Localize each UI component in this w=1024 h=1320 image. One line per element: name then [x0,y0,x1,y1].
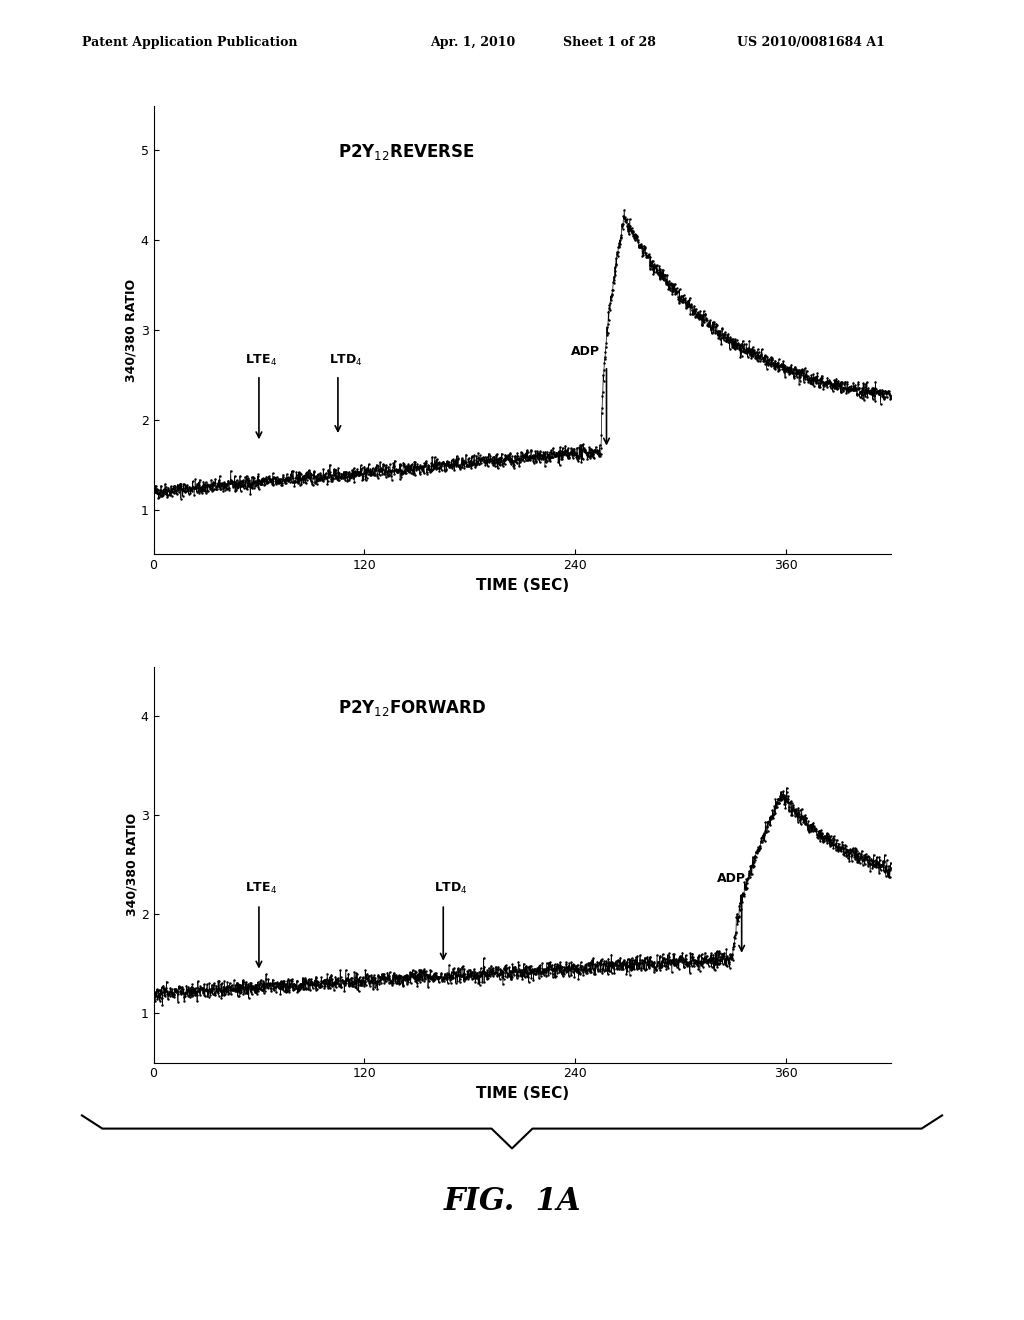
Text: Apr. 1, 2010: Apr. 1, 2010 [430,36,515,49]
Text: Sheet 1 of 28: Sheet 1 of 28 [563,36,656,49]
X-axis label: TIME (SEC): TIME (SEC) [476,578,568,593]
Text: FIG.  1A: FIG. 1A [443,1185,581,1217]
Text: P2Y$_{12}$REVERSE: P2Y$_{12}$REVERSE [338,141,474,161]
Y-axis label: 340/380 RATIO: 340/380 RATIO [125,279,138,381]
Text: ADP: ADP [717,873,746,886]
Text: Patent Application Publication: Patent Application Publication [82,36,297,49]
Text: LTD$_4$: LTD$_4$ [329,354,364,368]
Text: US 2010/0081684 A1: US 2010/0081684 A1 [737,36,885,49]
Text: LTD$_4$: LTD$_4$ [434,882,468,896]
Text: LTE$_4$: LTE$_4$ [245,882,278,896]
Text: P2Y$_{12}$FORWARD: P2Y$_{12}$FORWARD [338,698,486,718]
Text: LTE$_4$: LTE$_4$ [245,354,278,368]
X-axis label: TIME (SEC): TIME (SEC) [476,1086,568,1101]
Text: ADP: ADP [571,345,600,358]
Y-axis label: 340/380 RATIO: 340/380 RATIO [125,813,138,916]
